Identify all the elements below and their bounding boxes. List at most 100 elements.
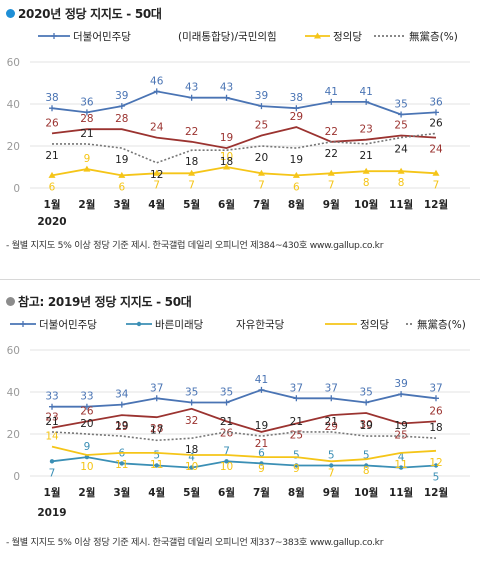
data-label: 23 [45,412,58,424]
data-label: 4 [398,452,405,464]
data-label: 9 [84,153,91,165]
data-point [328,395,335,402]
series-0: 33 33 34 37 35 35 41 37 37 35 39 37 [45,374,443,410]
data-label: 37 [150,382,163,394]
x-tick-label: 11월 [389,486,413,499]
data-label: 7 [49,467,56,479]
chart-title-text: 2020년 정당 지지도 - 50대 [18,7,162,21]
y-tick-label: 40 [7,99,20,111]
data-point [363,463,369,468]
data-label: 17 [150,424,163,436]
x-tick-label: 10월 [354,198,378,211]
data-label: 35 [220,387,233,399]
data-label: 7 [258,179,265,191]
data-label: 28 [150,423,163,435]
x-tick-label: 6월 [218,486,235,499]
series-3: 14 10 11 11 10 10 9 9 7 8 11 12 [45,431,442,480]
data-label: 28 [115,113,128,125]
data-label: 9 [84,441,91,453]
data-label: 4 [188,452,195,464]
data-label: 36 [80,96,94,108]
data-label: 8 [363,177,370,189]
y-tick-label: 20 [7,141,20,153]
data-label: 21 [255,438,268,450]
series-4: 21 20 19 17 18 21 19 21 21 19 19 18 [45,416,442,456]
data-label: 7 [328,467,335,479]
data-label: 39 [394,378,407,390]
data-point [327,169,335,176]
series-line [51,126,437,150]
data-label: 19 [290,154,303,166]
chart-panel-2020: 2020년 정당 지지도 - 50대 0 20 40 60 1월 2월 3월 4월 5월 6월 7월… [0,0,480,275]
data-point [83,403,90,410]
data-label: 7 [223,445,230,457]
x-tick-label: 9월 [323,198,340,211]
data-point [51,33,57,39]
chart-title-text: 참고: 2019년 정당 지지도 - 50대 [18,295,192,309]
data-label: 5 [293,450,300,462]
data-label: 21 [45,150,58,162]
data-point [153,395,160,402]
data-point [49,105,55,112]
data-label: 24 [150,122,164,134]
data-label: 7 [153,179,160,191]
data-label: 5 [153,450,160,462]
x-tick-label: 4월 [148,198,165,211]
series-line [52,132,437,164]
data-label: 22 [325,148,338,160]
data-label: 36 [429,96,443,108]
x-tick-label: 3월 [113,486,130,499]
data-point [49,403,55,410]
data-label: 10 [220,151,233,163]
data-label: 26 [45,117,59,129]
data-label: 22 [185,126,198,138]
data-point [329,463,334,468]
legend-item: 바른미래당 [126,319,204,331]
data-label: 12 [429,457,442,469]
data-point [433,463,439,468]
line-chart-2020: 0 20 40 60 1월 2월 3월 4월 5월 6월 7월 8월 9월 10월 11월 12월 2020 더불… [7,30,470,228]
data-label: 10 [80,461,93,473]
chart-title-2019: 참고: 2019년 정당 지지도 - 50대 [6,293,192,310]
data-label: 39 [115,90,128,102]
data-label: 26 [80,405,94,417]
data-point [188,399,195,406]
data-point [433,395,439,402]
series-2: 6 9 6 7 7 10 7 6 7 8 8 7 [48,151,440,193]
legend-item: 더불어민주당 [10,319,97,331]
data-label: 23 [359,124,372,136]
data-label: 5 [328,450,335,462]
series-line [52,388,437,408]
data-label: 5 [433,472,440,484]
data-point [83,165,91,172]
title-bullet-icon [6,297,15,306]
data-point [154,463,159,468]
data-label: 33 [45,391,58,403]
data-label: 6 [293,181,300,193]
data-point [258,103,265,110]
data-label: 26 [220,427,234,439]
data-label: 11 [150,459,163,471]
y-tick-label: 60 [7,57,20,69]
data-label: 10 [220,461,233,473]
legend-label: 자유한국당 [236,319,285,331]
data-label: 9 [293,463,300,475]
data-label: 37 [325,382,338,394]
data-point [398,391,405,398]
data-label: 25 [255,120,268,132]
data-label: 32 [185,415,198,427]
legend-label: 바른미래당 [155,319,204,331]
data-label: 35 [359,387,372,399]
x-tick-label: 10월 [354,486,378,499]
legend-label: 더불어민주당 [39,319,97,331]
y-tick-label: 60 [7,345,20,357]
data-label: 29 [115,421,128,433]
series-line [51,456,437,469]
data-point [398,465,404,470]
title-bullet-icon [6,9,15,18]
data-label: 11 [115,459,128,471]
data-point [292,171,300,178]
series-1: 796 5 47 6 5 5 5 45 [49,441,440,483]
data-label: 8 [398,177,405,189]
